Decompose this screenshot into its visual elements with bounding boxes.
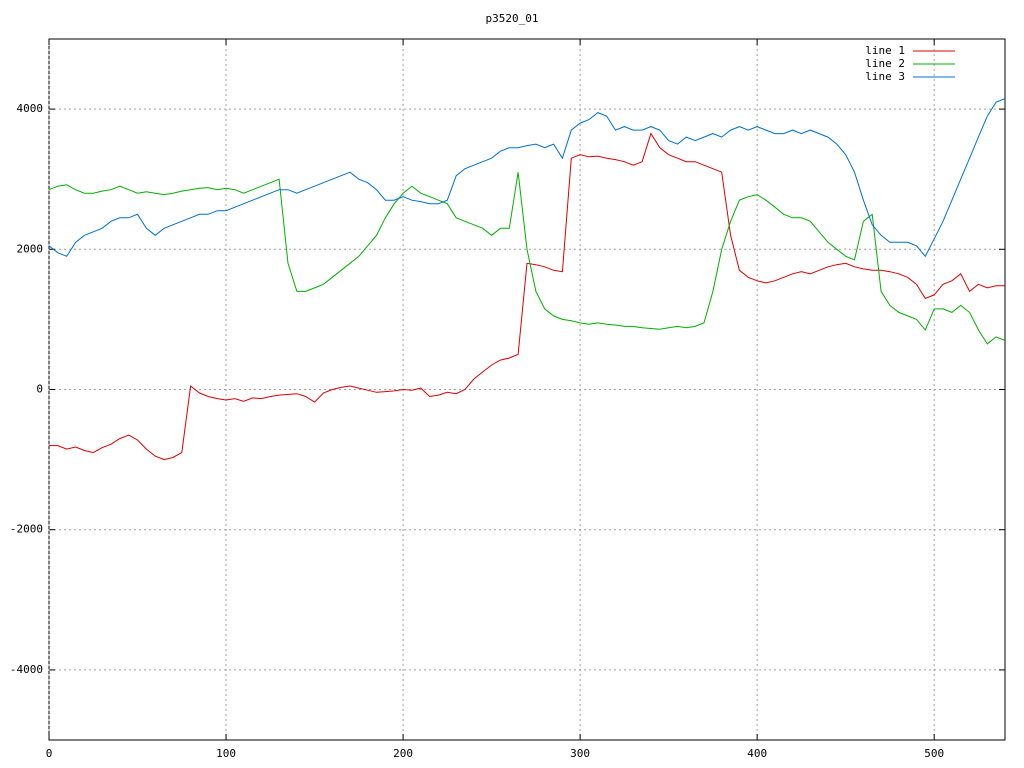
y-tick-label: 0: [36, 383, 43, 396]
x-tick-label: 300: [570, 747, 590, 760]
x-tick-label: 400: [747, 747, 767, 760]
data-line: [48, 98, 1006, 258]
y-tick-label: -4000: [10, 663, 43, 676]
data-line: [49, 132, 1005, 461]
y-tick-label: 2000: [17, 242, 44, 255]
y-tick-label: 4000: [17, 102, 44, 115]
x-tick-label: 500: [924, 747, 944, 760]
chart-title: p3520_01: [486, 12, 539, 25]
plot-frame: [48, 38, 1006, 741]
data-line: [48, 172, 1006, 345]
legend-label: line 2: [865, 57, 905, 70]
x-tick-label: 100: [216, 747, 236, 760]
x-tick-label: 0: [46, 747, 53, 760]
x-tick-label: 200: [393, 747, 413, 760]
y-tick-label: -2000: [10, 523, 43, 536]
legend-label: line 1: [865, 44, 905, 57]
legend-label: line 3: [865, 70, 905, 83]
